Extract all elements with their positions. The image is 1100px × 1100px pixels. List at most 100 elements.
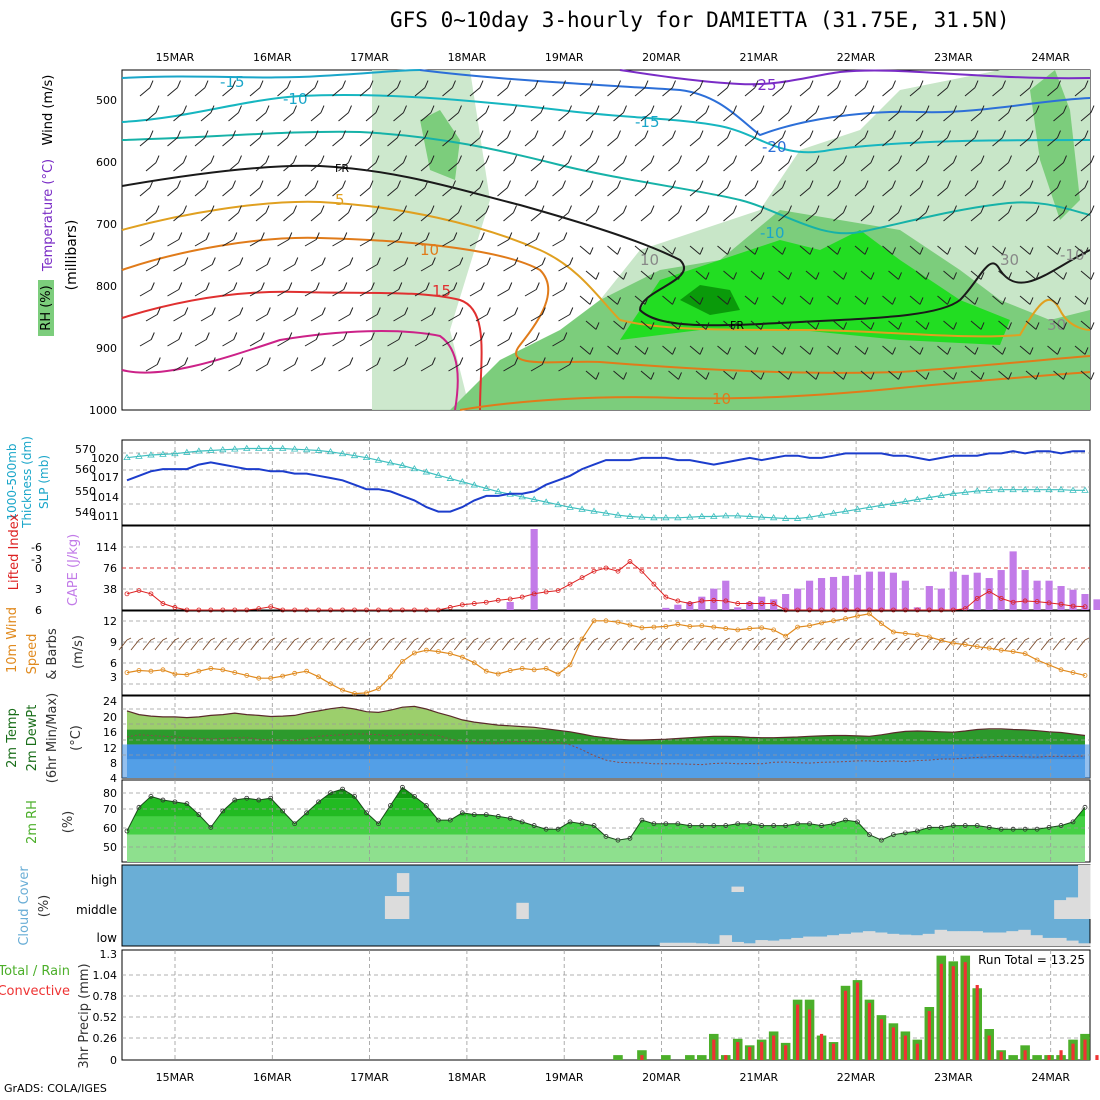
wind-barb: [228, 155, 242, 172]
contour-label: -10: [760, 224, 785, 242]
wind-barb: [167, 332, 183, 347]
wind-barb: [249, 80, 264, 97]
wind-barb: [585, 270, 600, 280]
lifted-index-marker: [986, 588, 992, 594]
wind-barb: [744, 345, 759, 355]
wind-barb: [998, 270, 1012, 280]
wind-barb: [145, 357, 161, 372]
rh-marker: [962, 823, 968, 828]
wind-speed-marker: [843, 616, 848, 622]
rh-marker: [220, 808, 226, 814]
wind-barb: [338, 357, 354, 372]
cape-bar: [841, 575, 850, 610]
cloud-low-bar: [1006, 931, 1019, 946]
wind-barb: [145, 105, 160, 122]
wind-barb: [695, 105, 710, 122]
wind-barb: [304, 130, 319, 147]
wind-barb: [558, 155, 572, 172]
wind-barb: [414, 80, 429, 97]
wind-barb-10m: [597, 637, 611, 651]
wind-speed-marker: [471, 660, 477, 666]
lifted-index-marker: [148, 591, 154, 597]
wind-barb: [359, 332, 375, 347]
temperature-contour: [121, 200, 1091, 338]
cloud-low-bar: [815, 936, 828, 946]
wind-barb: [194, 80, 209, 97]
wind-barb: [882, 245, 896, 255]
wind-speed-marker: [735, 627, 741, 633]
slp-marker: [1033, 485, 1041, 493]
wind-barb: [332, 80, 346, 97]
precip-total-bar: [1008, 1055, 1018, 1060]
lifted-index-marker: [411, 607, 417, 613]
wind-barb-10m: [801, 637, 814, 651]
cape-bar: [794, 588, 802, 610]
wind-barb: [249, 282, 265, 297]
wind-barb: [888, 105, 902, 122]
wind-barb: [613, 270, 627, 280]
lifted-index-marker: [699, 598, 705, 604]
wind-barb: [613, 105, 627, 122]
wind-barb: [778, 105, 792, 122]
wind-barb-10m: [250, 637, 263, 651]
cloud-low-bar: [755, 940, 768, 946]
slp-marker: [1057, 485, 1065, 493]
wind-barb: [387, 232, 403, 247]
rh-marker: [364, 810, 369, 816]
wind-barb: [393, 105, 407, 122]
rh-shade-bright: [620, 230, 1010, 345]
wind-speed-marker: [974, 644, 980, 650]
slp-marker: [841, 507, 850, 514]
wind-barb: [1074, 80, 1089, 97]
wind-speed-marker: [723, 626, 729, 631]
lifted-index-marker: [292, 607, 298, 613]
axis-tick-label: 570: [75, 443, 96, 456]
wind-barb: [365, 155, 380, 172]
wind-barb: [833, 205, 847, 222]
wind-barb: [387, 180, 401, 197]
wind-barb: [304, 232, 320, 247]
wind-barb: [448, 307, 464, 322]
slp-marker: [422, 468, 431, 475]
upper-rh-label: RH (%): [39, 285, 54, 330]
wind-barb: [579, 80, 594, 97]
wind-speed-marker: [998, 647, 1004, 653]
slp-marker: [686, 513, 694, 520]
precip-total-bar: [697, 1055, 707, 1060]
wind-barb: [723, 105, 737, 122]
wind-barb: [613, 320, 627, 330]
wind-barb: [579, 180, 594, 197]
rh-marker: [974, 823, 980, 828]
wind-barb: [524, 232, 540, 247]
wind-barb: [552, 180, 566, 197]
wind-barb: [277, 332, 293, 347]
wind-barb: [365, 105, 380, 122]
wind-barb-10m: [753, 637, 766, 651]
cloud-layer-label: low: [97, 931, 118, 945]
rh-shade-dark: [680, 285, 740, 315]
axis-tick-label: 0: [110, 1054, 117, 1067]
wind-barb: [888, 320, 902, 330]
rh-marker: [914, 828, 920, 834]
rh-marker: [340, 786, 345, 792]
wind-barb: [1025, 105, 1040, 122]
wind-barb-10m: [166, 637, 180, 651]
wind-barb: [503, 105, 517, 122]
slp-marker: [231, 445, 239, 452]
wind-barb: [723, 370, 737, 380]
date-label-top: 20MAR: [642, 51, 681, 64]
wind-barb: [1047, 130, 1061, 147]
rh-marker: [1058, 823, 1064, 828]
temperature-contour: [459, 371, 1091, 411]
wind-speed-marker: [280, 673, 286, 679]
cloud-middle-bar: [516, 902, 529, 919]
wind-speed-marker: [411, 650, 417, 656]
date-label-bottom: 19MAR: [545, 1071, 584, 1084]
wind-barb: [970, 270, 985, 280]
slp-marker: [590, 507, 598, 514]
date-label-bottom: 20MAR: [642, 1071, 681, 1084]
wind-barb: [695, 320, 710, 330]
wind-barb: [668, 105, 682, 122]
axis-tick-label: 560: [75, 463, 96, 476]
slp-marker: [889, 499, 898, 506]
